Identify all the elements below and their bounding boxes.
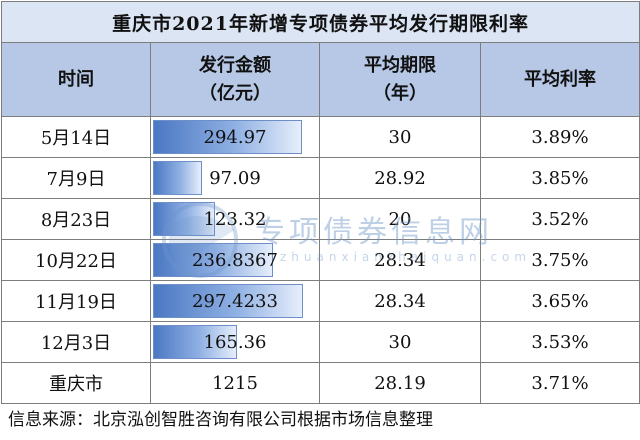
row-date: 7月9日 bbox=[1, 157, 151, 199]
row-term: 30 bbox=[319, 116, 481, 158]
total-rate: 3.71% bbox=[479, 362, 640, 404]
row-date: 8月23日 bbox=[1, 198, 151, 240]
row-amount-value: 123.32 bbox=[203, 208, 267, 230]
total-term: 28.19 bbox=[319, 362, 481, 404]
row-amount: 123.32 bbox=[150, 198, 320, 240]
header-amount: 发行金额 （亿元） bbox=[150, 42, 320, 117]
header-amount-line1: 发行金额 bbox=[199, 54, 271, 76]
row-date: 12月3日 bbox=[1, 321, 151, 363]
row-amount: 236.8367 bbox=[150, 239, 320, 281]
row-amount-value: 297.4233 bbox=[192, 290, 278, 312]
row-date: 5月14日 bbox=[1, 116, 151, 158]
total-label: 重庆市 bbox=[1, 362, 151, 404]
amount-bar bbox=[153, 120, 302, 154]
total-amount: 1215 bbox=[150, 362, 320, 404]
total-row: 重庆市 1215 28.19 3.71% bbox=[1, 362, 640, 404]
row-rate: 3.65% bbox=[479, 280, 640, 322]
header-time: 时间 bbox=[1, 42, 151, 117]
row-term: 28.92 bbox=[319, 157, 481, 199]
bond-table: 重庆市2021年新增专项债券平均发行期限利率 时间 发行金额 （亿元） 平均期限… bbox=[0, 1, 640, 404]
row-term: 28.34 bbox=[319, 239, 481, 281]
source-footer: 信息来源：北京泓创智胜咨询有限公司根据市场信息整理 bbox=[8, 410, 433, 430]
row-amount-value: 97.09 bbox=[209, 167, 261, 189]
amount-bar bbox=[153, 243, 273, 277]
table-row: 12月3日 165.36 30 3.53% bbox=[1, 321, 640, 363]
row-amount: 294.97 bbox=[150, 116, 320, 158]
row-date: 11月19日 bbox=[1, 280, 151, 322]
row-amount: 165.36 bbox=[150, 321, 320, 363]
row-rate: 3.52% bbox=[479, 198, 640, 240]
amount-bar bbox=[153, 325, 237, 359]
row-rate: 3.53% bbox=[479, 321, 640, 363]
table-row: 5月14日 294.97 30 3.89% bbox=[1, 116, 640, 158]
row-amount: 97.09 bbox=[150, 157, 320, 199]
row-date: 10月22日 bbox=[1, 239, 151, 281]
row-term: 30 bbox=[319, 321, 481, 363]
table-row: 11月19日 297.4233 28.34 3.65% bbox=[1, 280, 640, 322]
table-wrapper: 重庆市2021年新增专项债券平均发行期限利率 时间 发行金额 （亿元） 平均期限… bbox=[0, 1, 640, 404]
header-row: 时间 发行金额 （亿元） 平均期限 （年） 平均利率 bbox=[1, 42, 640, 117]
header-rate: 平均利率 bbox=[479, 42, 640, 117]
table-row: 8月23日 123.32 20 3.52% bbox=[1, 198, 640, 240]
table-row: 10月22日 236.8367 28.34 3.75% bbox=[1, 239, 640, 281]
row-term: 28.34 bbox=[319, 280, 481, 322]
table-title: 重庆市2021年新增专项债券平均发行期限利率 bbox=[0, 1, 640, 43]
row-amount-value: 236.8367 bbox=[192, 249, 278, 271]
title-row: 重庆市2021年新增专项债券平均发行期限利率 bbox=[0, 1, 640, 43]
header-term-line2: （年） bbox=[373, 82, 427, 104]
row-rate: 3.75% bbox=[479, 239, 640, 281]
header-term: 平均期限 （年） bbox=[319, 42, 481, 117]
row-rate: 3.85% bbox=[479, 157, 640, 199]
row-amount: 297.4233 bbox=[150, 280, 320, 322]
row-amount-value: 165.36 bbox=[203, 331, 267, 353]
table-row: 7月9日 97.09 28.92 3.85% bbox=[1, 157, 640, 199]
amount-bar bbox=[153, 202, 215, 236]
row-amount-value: 294.97 bbox=[203, 126, 267, 148]
amount-bar bbox=[153, 161, 202, 195]
row-rate: 3.89% bbox=[479, 116, 640, 158]
header-term-line1: 平均期限 bbox=[364, 54, 436, 76]
row-term: 20 bbox=[319, 198, 481, 240]
header-amount-line2: （亿元） bbox=[199, 82, 271, 104]
amount-bar bbox=[153, 284, 303, 318]
